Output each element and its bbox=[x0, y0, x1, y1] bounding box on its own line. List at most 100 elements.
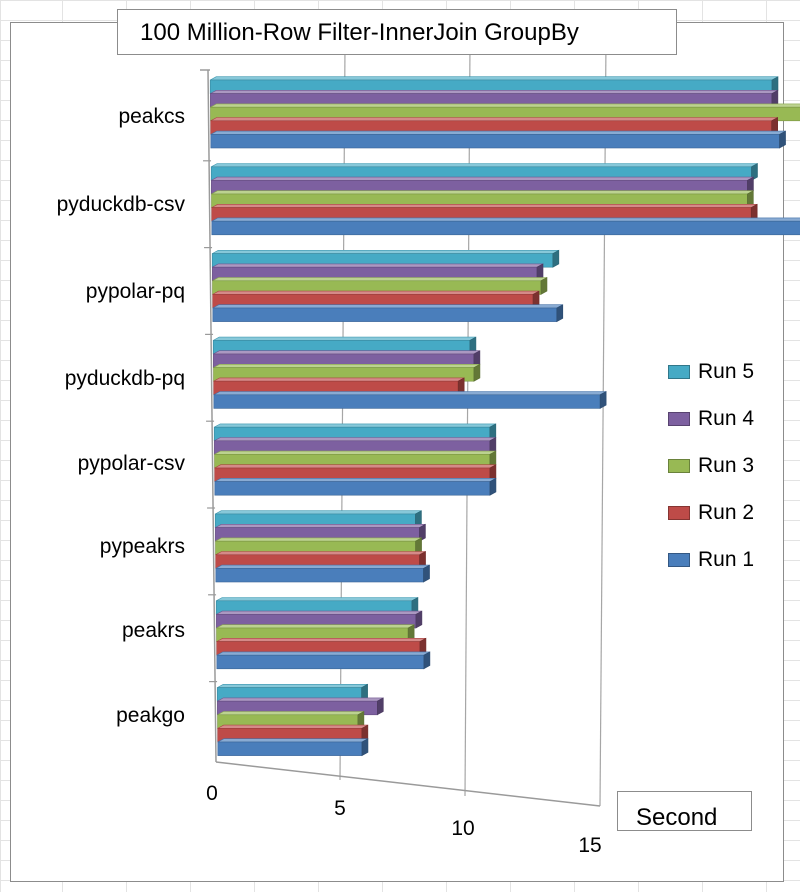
bar-top-face bbox=[215, 551, 426, 556]
bar-top-face bbox=[210, 76, 779, 81]
bar-front-face bbox=[214, 481, 491, 496]
bar-front-face bbox=[217, 741, 363, 756]
bar-top-face bbox=[212, 290, 540, 295]
gridline bbox=[339, 45, 346, 781]
legend-swatch bbox=[668, 458, 690, 473]
bar-top-face bbox=[210, 103, 800, 108]
bars bbox=[209, 76, 800, 757]
bar-end-face bbox=[489, 477, 497, 496]
bar-front-face bbox=[212, 307, 558, 322]
bar-end-face bbox=[415, 610, 423, 629]
category-label: pyduckdb-pq bbox=[65, 367, 185, 390]
category-label: peakgo bbox=[116, 704, 185, 727]
legend-label: Run 3 bbox=[698, 453, 755, 477]
legend-label: Run 1 bbox=[698, 547, 755, 571]
bar-top-face bbox=[216, 597, 419, 602]
bar-front-face bbox=[215, 568, 424, 583]
bar-top-face bbox=[216, 624, 415, 629]
bar bbox=[213, 390, 607, 409]
legend-item-run-5: Run 5 bbox=[668, 348, 788, 395]
category-label: peakrs bbox=[122, 619, 185, 642]
legend-swatch bbox=[668, 364, 690, 379]
x-tick-label: 0 bbox=[206, 782, 218, 805]
bar-top-face bbox=[214, 450, 497, 455]
bar-end-face bbox=[540, 276, 548, 295]
legend-label: Run 4 bbox=[698, 406, 755, 430]
gridline bbox=[464, 43, 471, 797]
bar-top-face bbox=[216, 637, 427, 642]
bar-top-face bbox=[212, 277, 548, 282]
legend-label: Run 2 bbox=[698, 500, 755, 524]
bar-top-face bbox=[210, 117, 778, 122]
category-label: pypeakrs bbox=[100, 535, 185, 558]
bar bbox=[210, 130, 786, 149]
bar-top-face bbox=[212, 263, 544, 268]
bar-end-face bbox=[473, 363, 481, 382]
bar-top-face bbox=[216, 610, 423, 615]
bar-front-face bbox=[216, 654, 425, 670]
bar-top-face bbox=[211, 190, 754, 195]
tick-labels: peakcs pyduckdb-csv pypolar-pq pyduckdb-pq p… bbox=[57, 105, 602, 857]
bar-front-face bbox=[210, 134, 780, 149]
bar-end-face bbox=[377, 697, 384, 716]
category-label: peakcs bbox=[118, 105, 185, 128]
bar-end-face bbox=[751, 162, 758, 181]
x-tick-label: 5 bbox=[334, 797, 346, 820]
bar-top-face bbox=[215, 564, 430, 569]
bar-top-face bbox=[216, 651, 431, 656]
bar-top-face bbox=[211, 163, 758, 168]
category-label: pypolar-csv bbox=[78, 452, 186, 475]
category-label: pypolar-pq bbox=[86, 280, 185, 303]
x-axis-line bbox=[215, 761, 601, 807]
bar-end-face bbox=[779, 130, 786, 149]
bar-end-face bbox=[361, 738, 369, 757]
legend-swatch bbox=[668, 505, 690, 520]
bar bbox=[214, 477, 497, 496]
category-label: pyduckdb-csv bbox=[57, 193, 186, 216]
legend-label: Run 5 bbox=[698, 359, 755, 383]
bar-end-face bbox=[419, 523, 426, 542]
bar-top-face bbox=[212, 250, 559, 254]
bar-top-face bbox=[211, 176, 754, 181]
bar-top-face bbox=[217, 683, 368, 688]
bar-top-face bbox=[217, 697, 384, 702]
legend[interactable]: Run 5 Run 4 Run 3 Run 2 Run 1 bbox=[668, 348, 788, 583]
x-tick-label: 10 bbox=[451, 817, 474, 840]
bar-top-face bbox=[211, 217, 800, 222]
legend-item-run-3: Run 3 bbox=[668, 442, 788, 489]
gridlines bbox=[339, 39, 607, 807]
bar-top-face bbox=[213, 350, 481, 355]
bar-top-face bbox=[211, 204, 758, 208]
chart-title[interactable]: 100 Million-Row Filter-InnerJoin GroupBy bbox=[117, 9, 677, 55]
bar-top-face bbox=[210, 130, 786, 135]
bar-top-face bbox=[217, 738, 369, 743]
legend-swatch bbox=[668, 411, 690, 426]
bar bbox=[217, 738, 369, 757]
legend-swatch bbox=[668, 552, 690, 567]
bar-front-face bbox=[211, 220, 800, 236]
bar-top-face bbox=[215, 537, 422, 542]
bar bbox=[216, 651, 431, 670]
axes bbox=[200, 69, 601, 807]
axis-unit-label[interactable]: Second bbox=[617, 791, 752, 831]
bar-top-face bbox=[212, 304, 563, 309]
bar-top-face bbox=[215, 510, 422, 515]
bar-end-face bbox=[556, 304, 564, 323]
y-axis-line bbox=[207, 69, 217, 763]
gridline bbox=[599, 39, 607, 807]
bar-top-face bbox=[214, 423, 496, 428]
bar-top-face bbox=[217, 724, 369, 729]
bar-top-face bbox=[214, 464, 497, 469]
bar bbox=[215, 564, 430, 583]
bar-end-face bbox=[423, 564, 430, 583]
bar-top-face bbox=[213, 377, 465, 382]
bar-end-face bbox=[423, 651, 431, 670]
bar bbox=[211, 217, 800, 236]
bar-top-face bbox=[213, 363, 481, 368]
bar-end-face bbox=[599, 390, 607, 409]
bar-front-face bbox=[213, 394, 601, 409]
bar-top-face bbox=[214, 437, 497, 442]
bar-top-face bbox=[215, 523, 426, 528]
legend-item-run-1: Run 1 bbox=[668, 536, 788, 583]
